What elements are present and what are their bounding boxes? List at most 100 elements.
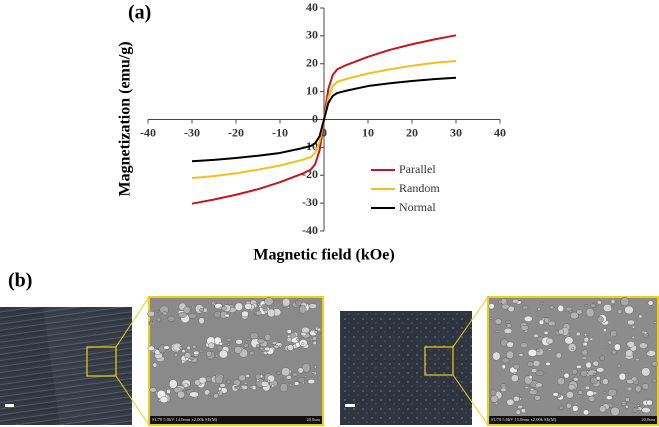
sem-particle bbox=[643, 331, 648, 335]
sem-particle bbox=[621, 402, 626, 406]
sem-particle bbox=[289, 383, 293, 387]
sem-particle bbox=[506, 398, 515, 406]
sem-particle bbox=[271, 341, 278, 345]
sem-particle bbox=[280, 377, 284, 381]
sem-particle bbox=[257, 303, 261, 306]
sem-particle bbox=[264, 333, 271, 341]
sem-particle bbox=[581, 356, 588, 360]
sem-particle bbox=[632, 407, 638, 413]
sem-particle bbox=[189, 356, 195, 360]
sem-particle bbox=[506, 341, 514, 348]
sem-particle bbox=[221, 306, 227, 311]
sem-caption: SU70 5.0kV 14.0mm x2.00k SE(M) bbox=[152, 417, 218, 422]
sem-particle bbox=[520, 408, 526, 414]
sem-particle bbox=[183, 306, 191, 314]
sem-particle bbox=[547, 348, 552, 351]
sem-particle bbox=[651, 378, 657, 383]
sem-particle bbox=[595, 376, 601, 381]
sem-particle bbox=[513, 395, 520, 402]
sem-particle bbox=[575, 331, 581, 337]
scale-bar bbox=[5, 404, 14, 407]
sem-particle bbox=[500, 383, 507, 388]
sem-particle bbox=[500, 298, 508, 305]
sem-particle bbox=[576, 309, 583, 315]
sem-particle bbox=[297, 367, 304, 374]
sem-caption-bar bbox=[150, 416, 322, 424]
sem-particle bbox=[213, 310, 222, 319]
sem-particle bbox=[533, 333, 539, 338]
sem-particle bbox=[282, 298, 291, 307]
y-tick-label: 0 bbox=[312, 111, 318, 125]
sem-particle bbox=[605, 395, 613, 400]
zoom-line bbox=[115, 375, 150, 426]
sem-particle bbox=[312, 340, 317, 346]
sem-particle bbox=[584, 304, 588, 307]
sem-particle bbox=[641, 407, 651, 413]
sem-particle bbox=[577, 390, 583, 395]
sem-particle bbox=[620, 297, 630, 307]
sem-particle bbox=[538, 319, 545, 325]
sem-particle bbox=[193, 350, 200, 356]
sem-particle bbox=[631, 325, 636, 329]
sem-particle bbox=[513, 363, 520, 370]
sem-particle bbox=[234, 386, 239, 389]
sem-particle bbox=[530, 388, 535, 391]
zoom-box bbox=[86, 346, 117, 377]
sem-particle bbox=[543, 331, 549, 335]
sem-particle bbox=[244, 303, 253, 310]
sem-particle bbox=[602, 390, 607, 395]
sem-particle bbox=[610, 306, 614, 309]
sem-particle bbox=[617, 364, 621, 368]
sem-particle bbox=[570, 311, 579, 320]
sem-particle bbox=[271, 384, 275, 388]
sem-particle bbox=[262, 371, 266, 375]
sem-particle bbox=[516, 393, 520, 397]
sem-particle bbox=[255, 344, 260, 348]
sem-caption: SU70 5.0kV 15.0mm x2.00k SE(M) bbox=[491, 417, 557, 422]
sem-particle bbox=[489, 388, 497, 397]
sem-particle bbox=[527, 349, 537, 357]
sem-particle bbox=[198, 349, 204, 354]
sem-particle bbox=[313, 365, 317, 369]
sem-particle bbox=[590, 376, 598, 385]
sem-zoom bbox=[148, 296, 324, 426]
sem-particle bbox=[519, 397, 522, 401]
sem-particle bbox=[174, 353, 178, 357]
sem-caption-bar bbox=[489, 416, 657, 424]
sem-particle bbox=[189, 391, 199, 398]
sem-particle bbox=[631, 335, 635, 339]
sem-particle bbox=[534, 395, 541, 401]
sem-particle bbox=[505, 320, 511, 324]
sem-particle bbox=[588, 395, 596, 402]
sem-particle bbox=[506, 350, 514, 359]
y-tick-label: -40 bbox=[302, 223, 318, 237]
sem-particle bbox=[213, 302, 216, 306]
sem-particle bbox=[307, 379, 315, 384]
sem-particle bbox=[503, 328, 513, 334]
sem-particle bbox=[610, 406, 620, 416]
sem-particle bbox=[626, 386, 633, 392]
sem-particle bbox=[147, 310, 155, 317]
sem-particle bbox=[182, 388, 187, 392]
sem-particle bbox=[582, 342, 588, 347]
sem-particle bbox=[520, 342, 528, 349]
sem-particle bbox=[524, 386, 530, 390]
sem-particle bbox=[206, 350, 213, 357]
sem-particle bbox=[267, 308, 276, 318]
legend-label: Parallel bbox=[399, 162, 436, 176]
sem-particle bbox=[167, 315, 176, 322]
sem-particle bbox=[256, 378, 260, 382]
sem-particle bbox=[289, 332, 296, 339]
y-tick-label: 10 bbox=[306, 83, 318, 97]
sem-particle bbox=[188, 313, 197, 319]
sem-particle bbox=[181, 349, 186, 354]
sem-particle bbox=[501, 364, 506, 369]
sem-particle bbox=[314, 330, 318, 334]
sem-particle bbox=[183, 383, 189, 388]
sem-particle bbox=[583, 409, 589, 416]
sem-particle bbox=[585, 307, 595, 318]
panel-label: (b) bbox=[8, 270, 32, 292]
sem-particle bbox=[636, 408, 640, 411]
